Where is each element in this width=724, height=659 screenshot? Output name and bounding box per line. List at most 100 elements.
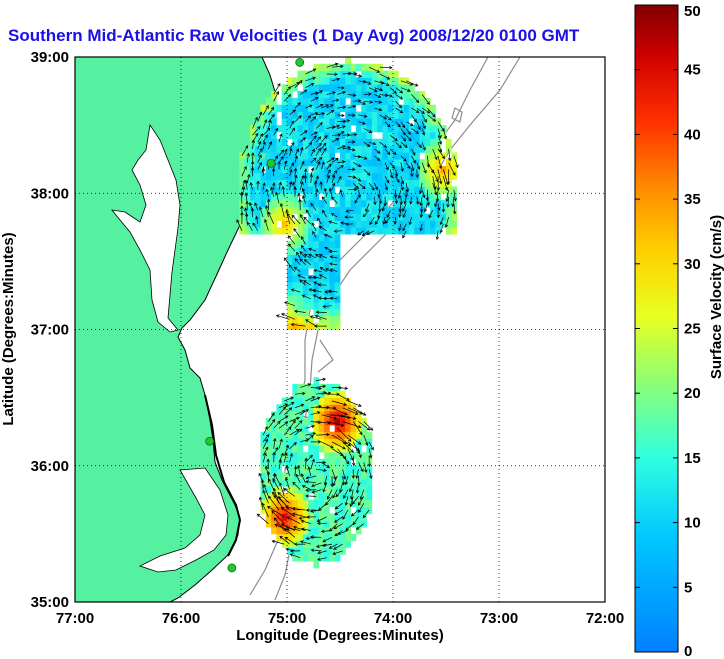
- velocity-cell: [302, 322, 309, 330]
- velocity-cell: [292, 527, 298, 535]
- velocity-vector: [358, 448, 362, 459]
- velocity-cell: [276, 145, 283, 153]
- velocity-cell: [297, 309, 304, 317]
- velocity-cell: [292, 281, 298, 289]
- velocity-vector: [321, 196, 327, 204]
- velocity-cell: [340, 193, 346, 201]
- velocity-cell: [387, 193, 394, 201]
- velocity-vector: [400, 128, 406, 136]
- velocity-cell: [424, 145, 431, 153]
- velocity-cell: [366, 166, 373, 174]
- velocity-cell: [340, 227, 346, 235]
- velocity-cell: [366, 152, 373, 160]
- velocity-cell: [313, 77, 320, 85]
- velocity-cell: [345, 533, 351, 542]
- velocity-vector: [322, 536, 333, 543]
- colorbar-tick-label: 0: [684, 643, 692, 659]
- velocity-vector: [300, 130, 308, 136]
- velocity-vector: [354, 196, 359, 204]
- velocity-vector: [342, 509, 349, 520]
- velocity-cell: [297, 97, 304, 106]
- velocity-vector: [337, 86, 345, 90]
- velocity-cell: [350, 118, 357, 126]
- velocity-cell: [382, 131, 389, 140]
- velocity-cell: [318, 288, 325, 296]
- velocity-cell: [329, 240, 336, 249]
- velocity-vector: [272, 451, 276, 463]
- velocity-cell: [382, 77, 389, 85]
- velocity-vector: [351, 496, 359, 505]
- velocity-cell: [265, 438, 272, 446]
- velocity-cell: [271, 527, 277, 535]
- velocity-cell: [271, 418, 277, 426]
- velocity-cell: [371, 118, 378, 126]
- velocity-cell: [324, 424, 330, 433]
- radar-station-marker: [295, 58, 305, 67]
- velocity-vector: [411, 94, 420, 104]
- velocity-vector: [446, 196, 450, 208]
- velocity-cell: [281, 527, 288, 535]
- velocity-vector: [322, 209, 327, 218]
- velocity-cell: [318, 159, 325, 167]
- velocity-vector: [363, 169, 371, 176]
- velocity-vector: [283, 444, 289, 456]
- velocity-vector: [446, 169, 451, 185]
- velocity-vector: [278, 133, 283, 143]
- velocity-vector: [308, 253, 317, 259]
- velocity-cell: [302, 452, 309, 460]
- velocity-vector: [321, 441, 334, 449]
- velocity-cell: [398, 91, 404, 99]
- velocity-vector: [257, 154, 262, 163]
- velocity-cell: [355, 159, 362, 167]
- velocity-cell: [287, 166, 293, 174]
- velocity-cell: [318, 513, 325, 521]
- velocity-cell: [340, 125, 346, 133]
- velocity-vector: [421, 107, 431, 114]
- velocity-cell: [324, 445, 330, 453]
- velocity-vector: [416, 107, 425, 114]
- velocity-vector: [395, 101, 403, 109]
- velocity-vector: [419, 223, 423, 232]
- velocity-cell: [318, 268, 325, 276]
- velocity-cell: [366, 104, 373, 112]
- velocity-vector: [310, 91, 319, 95]
- velocity-vector: [334, 509, 343, 516]
- velocity-cell: [313, 547, 320, 555]
- velocity-cell: [318, 295, 325, 303]
- velocity-cell: [292, 493, 298, 501]
- velocity-vector: [427, 107, 436, 118]
- velocity-vector: [305, 480, 317, 484]
- velocity-vector: [395, 107, 404, 114]
- velocity-cell: [334, 138, 341, 146]
- velocity-cell: [451, 206, 457, 215]
- velocity-vector: [382, 217, 386, 225]
- velocity-cell: [361, 179, 367, 187]
- velocity-cell: [334, 452, 341, 460]
- velocity-cell: [287, 268, 293, 276]
- velocity-cell: [334, 213, 341, 221]
- velocity-cell: [302, 418, 309, 426]
- velocity-cell: [393, 77, 399, 85]
- velocity-vector: [268, 412, 275, 422]
- velocity-cell: [324, 465, 330, 473]
- velocity-cell: [340, 390, 346, 398]
- velocity-vector: [289, 120, 295, 129]
- velocity-vector: [331, 174, 336, 184]
- velocity-cell: [287, 200, 293, 208]
- velocity-cell: [313, 520, 320, 528]
- velocity-cell: [265, 458, 272, 467]
- velocity-vector: [353, 407, 367, 416]
- velocity-vector: [259, 206, 264, 218]
- velocity-cell: [334, 254, 341, 262]
- velocity-vector: [379, 114, 387, 120]
- velocity-cell: [313, 411, 320, 419]
- velocity-vector: [271, 510, 285, 524]
- velocity-cell: [424, 131, 431, 140]
- velocity-vector: [293, 542, 306, 547]
- velocity-cell: [292, 554, 298, 562]
- velocity-cell: [271, 138, 277, 146]
- velocity-cell: [318, 111, 325, 119]
- velocity-cell: [377, 159, 383, 167]
- velocity-vector: [384, 94, 393, 98]
- velocity-vector: [435, 189, 440, 203]
